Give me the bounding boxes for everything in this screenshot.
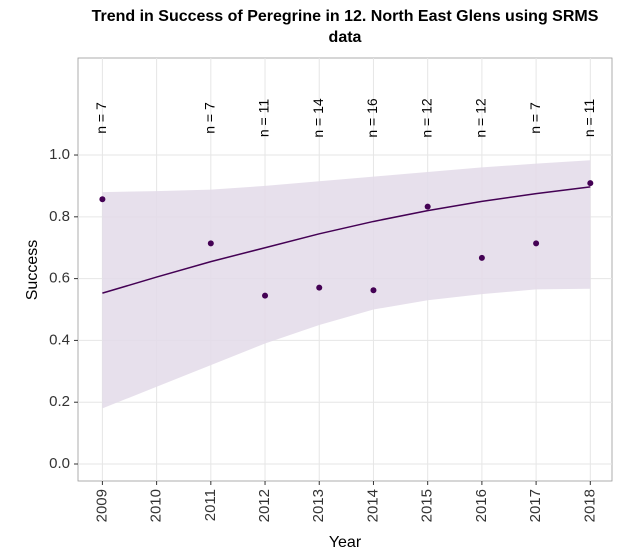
sample-size-label: n = 7 [202, 102, 218, 134]
x-tick-label: 2018 [581, 489, 598, 522]
x-tick-label: 2011 [202, 489, 219, 521]
x-tick-label: 2012 [256, 489, 273, 522]
y-tick-label: 0.2 [49, 393, 70, 410]
y-tick-label: 0.0 [49, 455, 70, 472]
point [587, 180, 594, 187]
sample-size-label: n = 7 [527, 102, 543, 134]
y-tick-label: 1.0 [49, 146, 70, 163]
y-tick-label: 0.4 [49, 331, 70, 348]
sample-size-label: n = 16 [364, 98, 380, 138]
confidence-band [102, 160, 591, 409]
sample-size-label: n = 14 [310, 98, 326, 138]
point [262, 292, 269, 299]
x-tick-label: 2013 [310, 489, 327, 522]
sample-size-label: n = 12 [473, 98, 489, 138]
sample-size-label: n = 11 [581, 99, 597, 137]
x-tick-label: 2017 [527, 489, 544, 522]
x-tick-label: 2009 [93, 489, 110, 522]
x-tick-label: 2010 [148, 489, 165, 522]
x-tick-label: 2014 [364, 489, 381, 522]
x-axis-label: Year [329, 534, 362, 551]
x-tick-label: 2015 [419, 489, 436, 522]
y-tick-label: 0.8 [49, 208, 70, 225]
chart-title: Trend in Success of Peregrine in 12. Nor… [91, 8, 599, 46]
point [478, 254, 485, 261]
point [370, 287, 377, 294]
y-axis-label: Success [24, 240, 41, 300]
sample-size-label: n = 7 [93, 102, 109, 134]
point [99, 196, 106, 203]
x-tick-label: 2016 [473, 489, 490, 522]
point [424, 203, 431, 210]
y-tick-label: 0.6 [49, 270, 70, 287]
trend-line [102, 186, 591, 294]
sample-size-label: n = 12 [418, 98, 434, 138]
sample-size-label: n = 11 [256, 99, 272, 137]
point [316, 284, 323, 291]
point [207, 240, 214, 247]
point [533, 240, 540, 247]
